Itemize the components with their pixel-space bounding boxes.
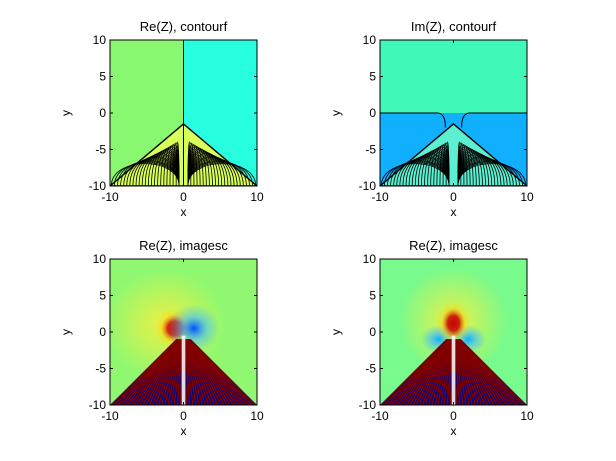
subplot-title: Re(Z), contourf <box>140 19 228 34</box>
subplot-title: Im(Z), contourf <box>411 19 497 34</box>
y-tick-label: 10 <box>93 252 107 266</box>
center-slit <box>181 335 186 405</box>
x-axis-label: x <box>451 205 457 219</box>
y-tick-label: 5 <box>99 289 106 303</box>
y-axis-label: y <box>59 329 73 335</box>
y-tick-label: 0 <box>369 325 376 339</box>
subplot-title: Re(Z), imagesc <box>409 238 498 253</box>
y-tick-label: 10 <box>363 33 377 47</box>
y-tick-label: 0 <box>99 325 106 339</box>
x-tick-label: 0 <box>180 190 187 204</box>
subplot-1: 10 5 0 -5 -10-10 0 10 Re(Z), contourf x y <box>59 19 264 219</box>
x-tick-label: -10 <box>371 190 389 204</box>
x-tick-label: -10 <box>101 409 119 423</box>
region-top <box>380 40 527 113</box>
plot-area <box>110 40 257 186</box>
hot-spot <box>436 301 471 346</box>
y-tick-label: -10 <box>89 179 107 193</box>
subplot-3: 10 5 0 -5 -10-10 0 10 Re(Z), imagesc x y <box>59 238 264 438</box>
x-tick-label: 10 <box>250 190 264 204</box>
y-axis-label: y <box>329 110 343 116</box>
x-tick-label: 10 <box>250 409 264 423</box>
subplot-title: Re(Z), imagesc <box>139 238 228 253</box>
plot-area <box>110 259 257 405</box>
subplot-4: 10 5 0 -5 -10-10 0 10 Re(Z), imagesc x y <box>329 238 534 438</box>
plot-area <box>380 259 527 405</box>
x-axis-label: x <box>181 424 187 438</box>
y-tick-label: 10 <box>93 33 107 47</box>
y-tick-label: -5 <box>95 362 106 376</box>
y-axis-label: y <box>329 329 343 335</box>
y-tick-label: -5 <box>365 143 376 157</box>
x-tick-label: -10 <box>101 190 119 204</box>
y-tick-label: 10 <box>363 252 377 266</box>
x-tick-label: 0 <box>450 190 457 204</box>
y-tick-label: -10 <box>359 398 377 412</box>
zero-contour-left <box>380 112 446 128</box>
wedge-edge <box>110 123 257 186</box>
y-tick-label: -10 <box>359 179 377 193</box>
y-tick-label: 5 <box>369 70 376 84</box>
x-tick-label: -10 <box>371 409 389 423</box>
zero-contour-right <box>461 112 527 128</box>
y-axis-label: y <box>59 110 73 116</box>
wedge-edge <box>380 123 527 186</box>
x-axis-label: x <box>451 424 457 438</box>
contour-lines <box>110 141 257 186</box>
y-tick-label: 0 <box>369 106 376 120</box>
y-tick-label: 5 <box>99 70 106 84</box>
subplot-2: 10 5 0 -5 -10-10 0 10 Im(Z), contourf x y <box>329 19 534 219</box>
y-tick-label: -10 <box>89 398 107 412</box>
x-tick-label: 10 <box>520 409 534 423</box>
y-tick-label: -5 <box>95 143 106 157</box>
x-axis-label: x <box>181 205 187 219</box>
y-tick-label: 0 <box>99 106 106 120</box>
y-tick-label: -5 <box>365 362 376 376</box>
plot-area <box>380 40 527 186</box>
contour-lines <box>380 141 527 186</box>
center-slit <box>451 335 456 405</box>
x-tick-label: 0 <box>180 409 187 423</box>
x-tick-label: 10 <box>520 190 534 204</box>
x-tick-label: 0 <box>450 409 457 423</box>
y-tick-label: 5 <box>369 289 376 303</box>
